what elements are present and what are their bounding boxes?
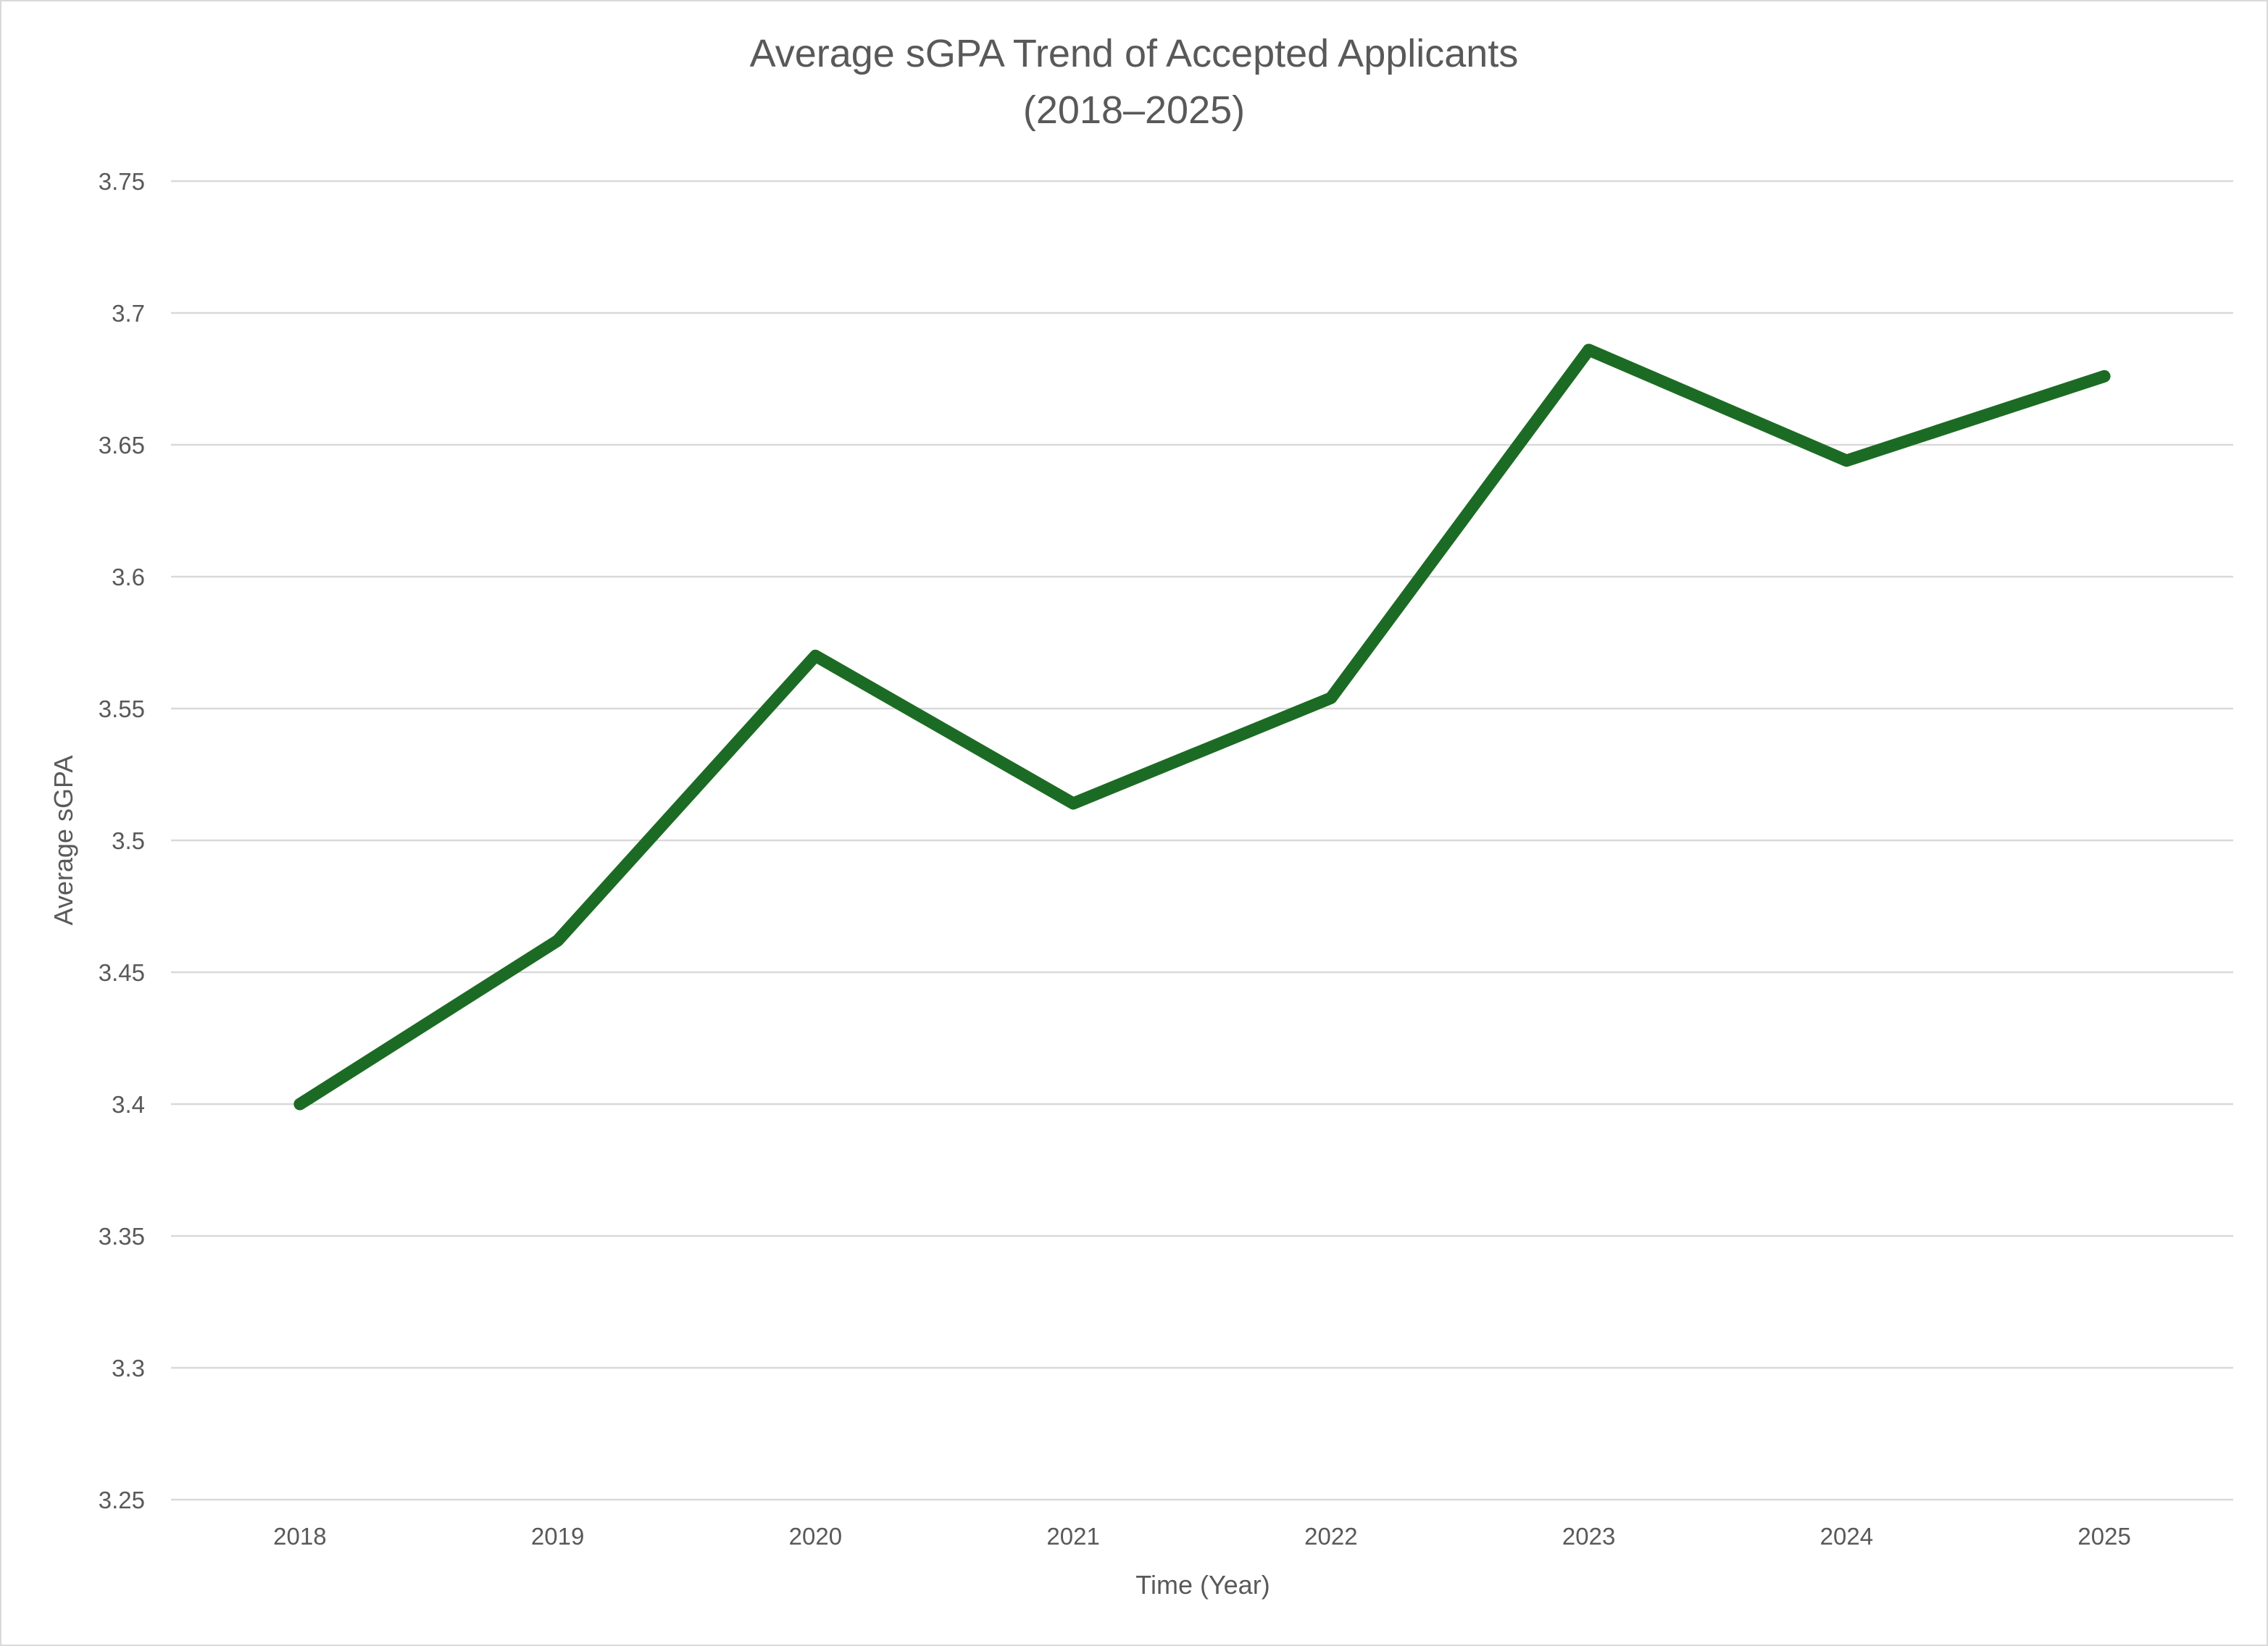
x-tick-label: 2020 [789,1523,842,1550]
y-tick-label: 3.65 [99,432,145,459]
data-point-2023 [1588,348,1590,351]
y-tick-label: 3.75 [99,168,145,195]
y-tick-label: 3.45 [99,959,145,986]
y-tick-label: 3.35 [99,1223,145,1250]
data-point-2021 [1072,803,1075,805]
y-tick-label: 3.6 [112,564,145,590]
data-point-2019 [556,940,559,942]
data-point-2024 [1846,459,1848,461]
y-tick-label: 3.7 [112,300,145,327]
data-point-2018 [299,1103,301,1105]
series-line [293,343,2111,1111]
chart-subtitle: (2018–2025) [1023,88,1245,132]
y-tick-label: 3.4 [112,1091,145,1118]
x-tick-label: 2019 [531,1523,584,1550]
x-tick-label: 2025 [2077,1523,2130,1550]
y-tick-label: 3.25 [99,1487,145,1513]
x-tick-label: 2022 [1304,1523,1357,1550]
data-point-2025 [2104,375,2106,377]
y-tick-label: 3.5 [112,827,145,854]
x-tick-label: 2021 [1046,1523,1099,1550]
x-tick-label: 2018 [273,1523,326,1550]
x-axis-label: Time (Year) [1135,1570,1270,1600]
chart-title: Average sGPA Trend of Accepted Applicant… [750,32,1519,75]
data-point-2022 [1330,697,1332,699]
y-tick-label: 3.3 [112,1355,145,1382]
y-axis-label: Average sGPA [49,756,78,926]
y-tick-label: 3.55 [99,695,145,722]
x-tick-label: 2024 [1820,1523,1873,1550]
data-point-2020 [814,655,817,657]
x-tick-label: 2023 [1562,1523,1615,1550]
